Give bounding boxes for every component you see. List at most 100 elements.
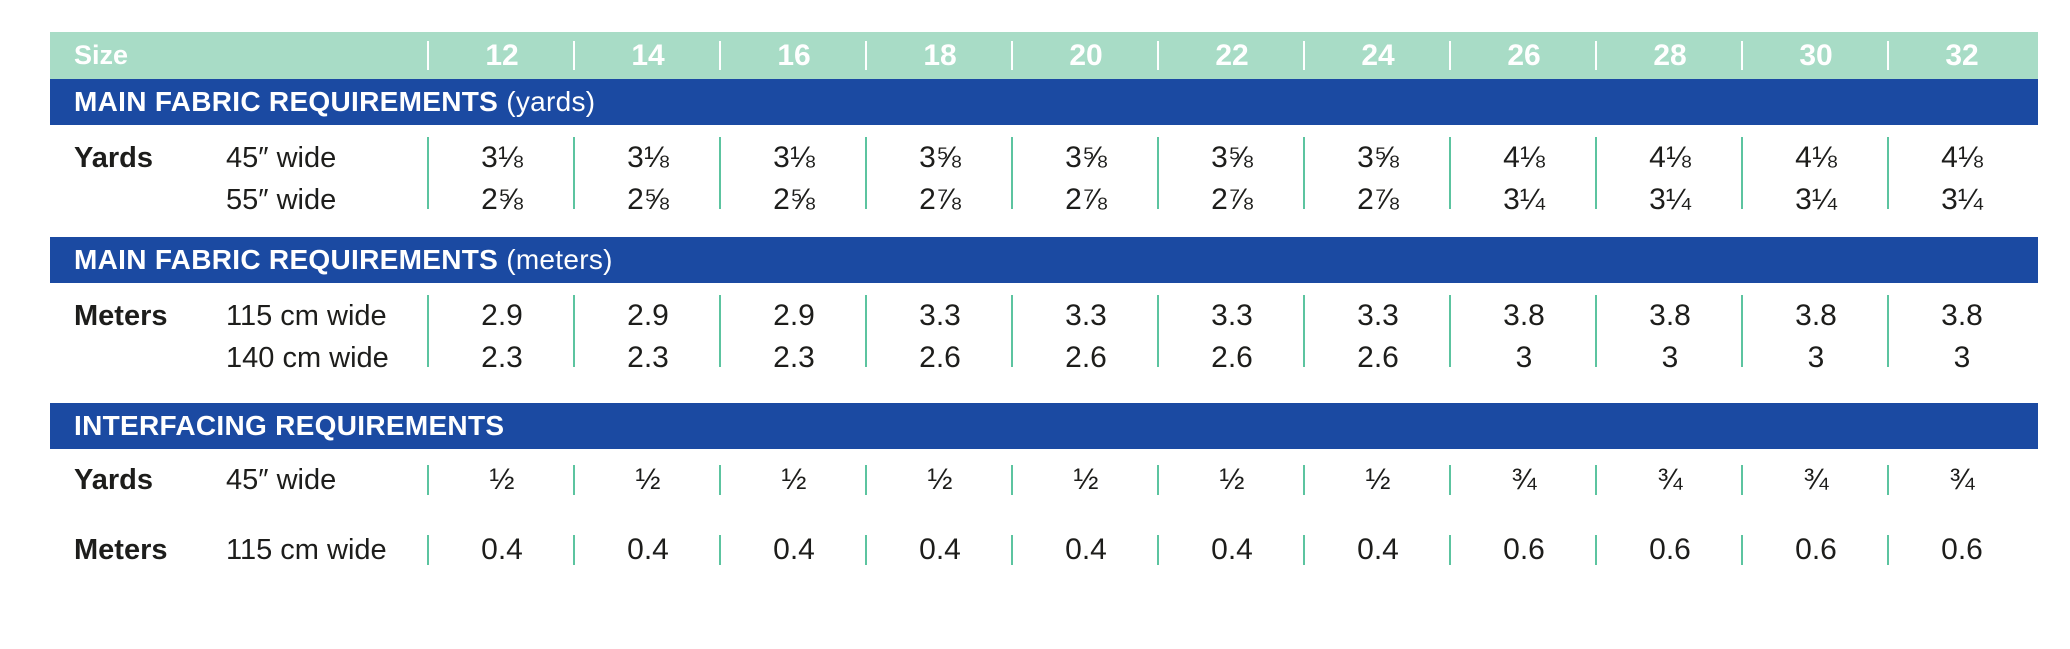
table-row: 55″ wide 2⅝ 2⅝ 2⅝ 2⅞ 2⅞ 2⅞ 2⅞ 3¼ 3¼ 3¼ 3¼	[50, 179, 2038, 221]
column-divider	[865, 465, 867, 495]
value-cell: 0.4	[481, 533, 523, 566]
value-cell: 2.3	[773, 341, 815, 374]
row-label: Meters	[74, 300, 168, 332]
value-cell: 2⅝	[773, 183, 815, 216]
section-title-unit: (meters)	[498, 244, 613, 275]
column-divider	[1741, 535, 1743, 565]
column-divider	[1449, 137, 1451, 209]
size-28: 28	[1653, 39, 1687, 72]
value-cell: 0.4	[627, 533, 669, 566]
column-divider	[1887, 465, 1889, 495]
value-cell: 0.6	[1649, 533, 1691, 566]
table-row: 140 cm wide 2.3 2.3 2.3 2.6 2.6 2.6 2.6 3 3 3 3	[50, 337, 2038, 379]
column-divider	[1741, 137, 1743, 209]
column-divider	[427, 137, 429, 209]
section-title: MAIN FABRIC REQUIREMENTS (yards)	[74, 79, 595, 125]
value-cell: 3⅝	[919, 141, 961, 174]
header-divider	[719, 41, 721, 70]
column-divider	[573, 137, 575, 209]
row-width: 45″ wide	[226, 464, 337, 496]
column-divider	[865, 137, 867, 209]
column-divider	[865, 535, 867, 565]
value-cell: 3⅝	[1065, 141, 1107, 174]
column-divider	[865, 295, 867, 367]
row-label: Yards	[74, 464, 153, 496]
value-cell: 4⅛	[1941, 141, 1983, 174]
size-header-row: Size 12 14 16 18 20 22 24 26 28 30 32	[50, 32, 2038, 79]
column-divider	[1157, 465, 1159, 495]
value-cell: 2⅝	[481, 183, 523, 216]
value-cell: ½	[1365, 463, 1391, 496]
value-cell: 2⅞	[1065, 183, 1107, 216]
value-cell: 0.4	[919, 533, 961, 566]
header-divider	[1887, 41, 1889, 70]
value-cell: 2⅝	[627, 183, 669, 216]
table-row: Yards 45″ wide 3⅛ 3⅛ 3⅛ 3⅝ 3⅝ 3⅝ 3⅝ 4⅛ 4⅛ 4⅛ 4⅛	[50, 137, 2038, 179]
header-divider	[573, 41, 575, 70]
row-width: 45″ wide	[226, 142, 337, 174]
value-cell: 2.6	[1065, 341, 1107, 374]
column-divider	[573, 295, 575, 367]
column-divider	[1595, 295, 1597, 367]
value-cell: 0.4	[773, 533, 815, 566]
value-cell: 3¼	[1503, 183, 1545, 216]
value-cell: 3.8	[1795, 299, 1837, 332]
value-cell: 3	[1515, 341, 1533, 374]
value-cell: 3.3	[1211, 299, 1253, 332]
table-row: Yards 45″ wide ½ ½ ½ ½ ½ ½ ½ ¾ ¾ ¾ ¾	[50, 459, 2038, 501]
value-cell: ½	[1219, 463, 1245, 496]
value-cell: 3	[1953, 341, 1971, 374]
value-cell: ¾	[1949, 463, 1975, 496]
value-cell: 3	[1807, 341, 1825, 374]
column-divider	[1595, 465, 1597, 495]
section-header: INTERFACING REQUIREMENTS	[50, 403, 2038, 449]
value-cell: ½	[1073, 463, 1099, 496]
row-width: 115 cm wide	[226, 534, 387, 566]
column-divider	[1011, 535, 1013, 565]
value-cell: 2.6	[919, 341, 961, 374]
section-title-unit: (yards)	[498, 86, 596, 117]
section-title-main: MAIN FABRIC REQUIREMENTS	[74, 244, 499, 275]
value-cell: 3.3	[1357, 299, 1399, 332]
size-30: 30	[1799, 39, 1833, 72]
column-divider	[719, 465, 721, 495]
value-cell: 2.6	[1211, 341, 1253, 374]
value-cell: 3.8	[1941, 299, 1983, 332]
size-24: 24	[1361, 39, 1395, 72]
value-cell: 0.4	[1357, 533, 1399, 566]
table-row: Meters 115 cm wide 2.9 2.9 2.9 3.3 3.3 3.3 3.3 3.…	[50, 295, 2038, 337]
header-divider	[1595, 41, 1597, 70]
value-cell: 0.4	[1065, 533, 1107, 566]
column-divider	[1741, 295, 1743, 367]
column-divider	[1157, 535, 1159, 565]
column-divider	[719, 535, 721, 565]
column-divider	[573, 465, 575, 495]
value-cell: 3⅝	[1357, 141, 1399, 174]
column-divider	[427, 465, 429, 495]
value-cell: 3⅝	[1211, 141, 1253, 174]
value-cell: 2.3	[627, 341, 669, 374]
size-16: 16	[777, 39, 811, 72]
value-cell: 2.9	[627, 299, 669, 332]
value-cell: 3	[1661, 341, 1679, 374]
column-divider	[1157, 295, 1159, 367]
column-divider	[1595, 535, 1597, 565]
header-divider	[427, 41, 429, 70]
column-divider	[1303, 535, 1305, 565]
size-26: 26	[1507, 39, 1541, 72]
column-divider	[573, 535, 575, 565]
column-divider	[1449, 295, 1451, 367]
value-cell: ½	[489, 463, 515, 496]
size-32: 32	[1945, 39, 1979, 72]
value-cell: 4⅛	[1649, 141, 1691, 174]
value-cell: 3⅛	[773, 141, 815, 174]
column-divider	[1303, 295, 1305, 367]
column-divider	[1887, 295, 1889, 367]
column-divider	[719, 295, 721, 367]
size-label: Size	[74, 40, 129, 70]
value-cell: 3¼	[1795, 183, 1837, 216]
value-cell: 4⅛	[1795, 141, 1837, 174]
column-divider	[1449, 465, 1451, 495]
header-divider	[1303, 41, 1305, 70]
